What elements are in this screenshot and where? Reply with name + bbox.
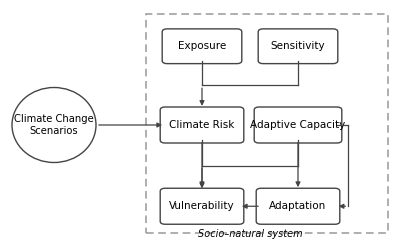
Text: Exposure: Exposure bbox=[178, 41, 226, 51]
FancyBboxPatch shape bbox=[162, 29, 242, 64]
Text: Sensitivity: Sensitivity bbox=[271, 41, 325, 51]
Text: Adaptation: Adaptation bbox=[269, 201, 327, 211]
Text: Vulnerability: Vulnerability bbox=[169, 201, 235, 211]
Text: Climate Risk: Climate Risk bbox=[169, 120, 235, 130]
Text: Socio–natural system: Socio–natural system bbox=[198, 229, 302, 239]
FancyBboxPatch shape bbox=[160, 188, 244, 224]
FancyBboxPatch shape bbox=[258, 29, 338, 64]
Ellipse shape bbox=[12, 88, 96, 162]
FancyBboxPatch shape bbox=[160, 107, 244, 143]
Text: Climate Change
Scenarios: Climate Change Scenarios bbox=[14, 114, 94, 136]
Text: Adaptive Capacity: Adaptive Capacity bbox=[250, 120, 346, 130]
FancyBboxPatch shape bbox=[254, 107, 342, 143]
FancyBboxPatch shape bbox=[256, 188, 340, 224]
